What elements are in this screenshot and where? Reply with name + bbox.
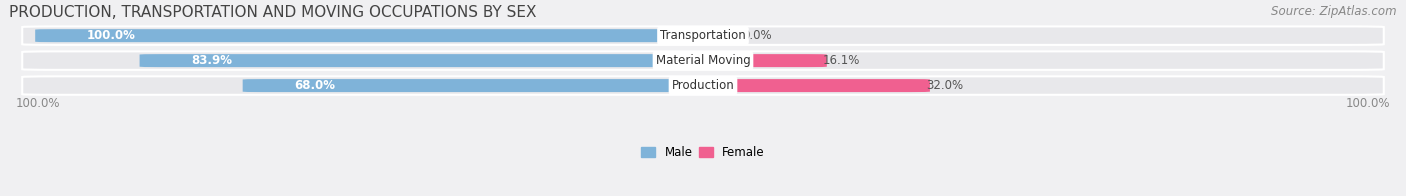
Text: Material Moving: Material Moving (655, 54, 751, 67)
FancyBboxPatch shape (22, 51, 1384, 70)
FancyBboxPatch shape (139, 54, 723, 67)
Text: 100.0%: 100.0% (1346, 97, 1391, 110)
Text: 68.0%: 68.0% (294, 79, 336, 92)
Text: 0.0%: 0.0% (742, 29, 772, 42)
FancyBboxPatch shape (35, 29, 723, 42)
Text: Production: Production (672, 79, 734, 92)
Text: 83.9%: 83.9% (191, 54, 232, 67)
FancyBboxPatch shape (683, 54, 827, 67)
Text: PRODUCTION, TRANSPORTATION AND MOVING OCCUPATIONS BY SEX: PRODUCTION, TRANSPORTATION AND MOVING OC… (10, 5, 537, 20)
Legend: Male, Female: Male, Female (641, 146, 765, 159)
FancyBboxPatch shape (243, 79, 723, 92)
Text: 16.1%: 16.1% (823, 54, 860, 67)
FancyBboxPatch shape (22, 76, 1384, 95)
Text: 100.0%: 100.0% (87, 29, 136, 42)
FancyBboxPatch shape (683, 79, 929, 92)
Text: 32.0%: 32.0% (927, 79, 963, 92)
Text: 100.0%: 100.0% (15, 97, 60, 110)
FancyBboxPatch shape (22, 26, 1384, 45)
Text: Transportation: Transportation (661, 29, 745, 42)
Text: Source: ZipAtlas.com: Source: ZipAtlas.com (1271, 5, 1396, 18)
